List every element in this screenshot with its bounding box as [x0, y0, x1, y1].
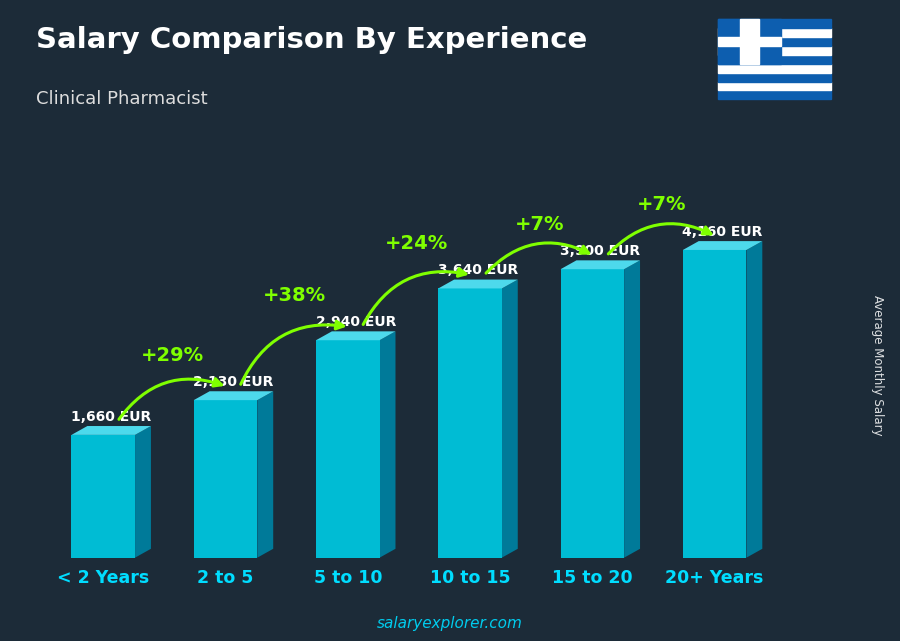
Polygon shape	[624, 260, 640, 558]
Polygon shape	[502, 279, 518, 558]
Bar	[740, 19, 759, 63]
Polygon shape	[380, 331, 395, 558]
Polygon shape	[135, 426, 151, 558]
Bar	[718, 37, 831, 46]
Text: Salary Comparison By Experience: Salary Comparison By Experience	[36, 26, 587, 54]
Text: 3,900 EUR: 3,900 EUR	[560, 244, 641, 258]
Text: 2,130 EUR: 2,130 EUR	[194, 375, 274, 389]
Bar	[718, 63, 831, 72]
Polygon shape	[561, 260, 640, 269]
Text: +29%: +29%	[140, 345, 204, 365]
Text: +38%: +38%	[263, 286, 326, 304]
Bar	[718, 19, 780, 63]
Bar	[718, 81, 831, 90]
Text: 2,940 EUR: 2,940 EUR	[316, 315, 396, 329]
Text: 3,640 EUR: 3,640 EUR	[438, 263, 518, 278]
Text: +24%: +24%	[385, 234, 448, 253]
Text: 1,660 EUR: 1,660 EUR	[71, 410, 151, 424]
Polygon shape	[71, 426, 151, 435]
Polygon shape	[71, 435, 135, 558]
Bar	[718, 90, 831, 99]
Bar	[718, 46, 831, 55]
Polygon shape	[438, 279, 518, 288]
Bar	[718, 55, 831, 63]
Polygon shape	[683, 241, 762, 250]
Text: +7%: +7%	[636, 196, 686, 214]
Text: Clinical Pharmacist: Clinical Pharmacist	[36, 90, 208, 108]
Polygon shape	[194, 391, 274, 400]
Polygon shape	[438, 288, 502, 558]
Polygon shape	[194, 400, 257, 558]
Text: +7%: +7%	[515, 215, 564, 233]
Text: Average Monthly Salary: Average Monthly Salary	[871, 295, 884, 436]
Bar	[718, 28, 831, 37]
Polygon shape	[561, 269, 624, 558]
Text: salaryexplorer.com: salaryexplorer.com	[377, 617, 523, 631]
Polygon shape	[316, 340, 380, 558]
Bar	[718, 37, 780, 46]
Polygon shape	[316, 331, 395, 340]
Bar	[718, 19, 831, 28]
Polygon shape	[746, 241, 762, 558]
Polygon shape	[683, 250, 746, 558]
Bar	[718, 72, 831, 81]
Polygon shape	[257, 391, 274, 558]
Text: 4,160 EUR: 4,160 EUR	[682, 225, 763, 239]
